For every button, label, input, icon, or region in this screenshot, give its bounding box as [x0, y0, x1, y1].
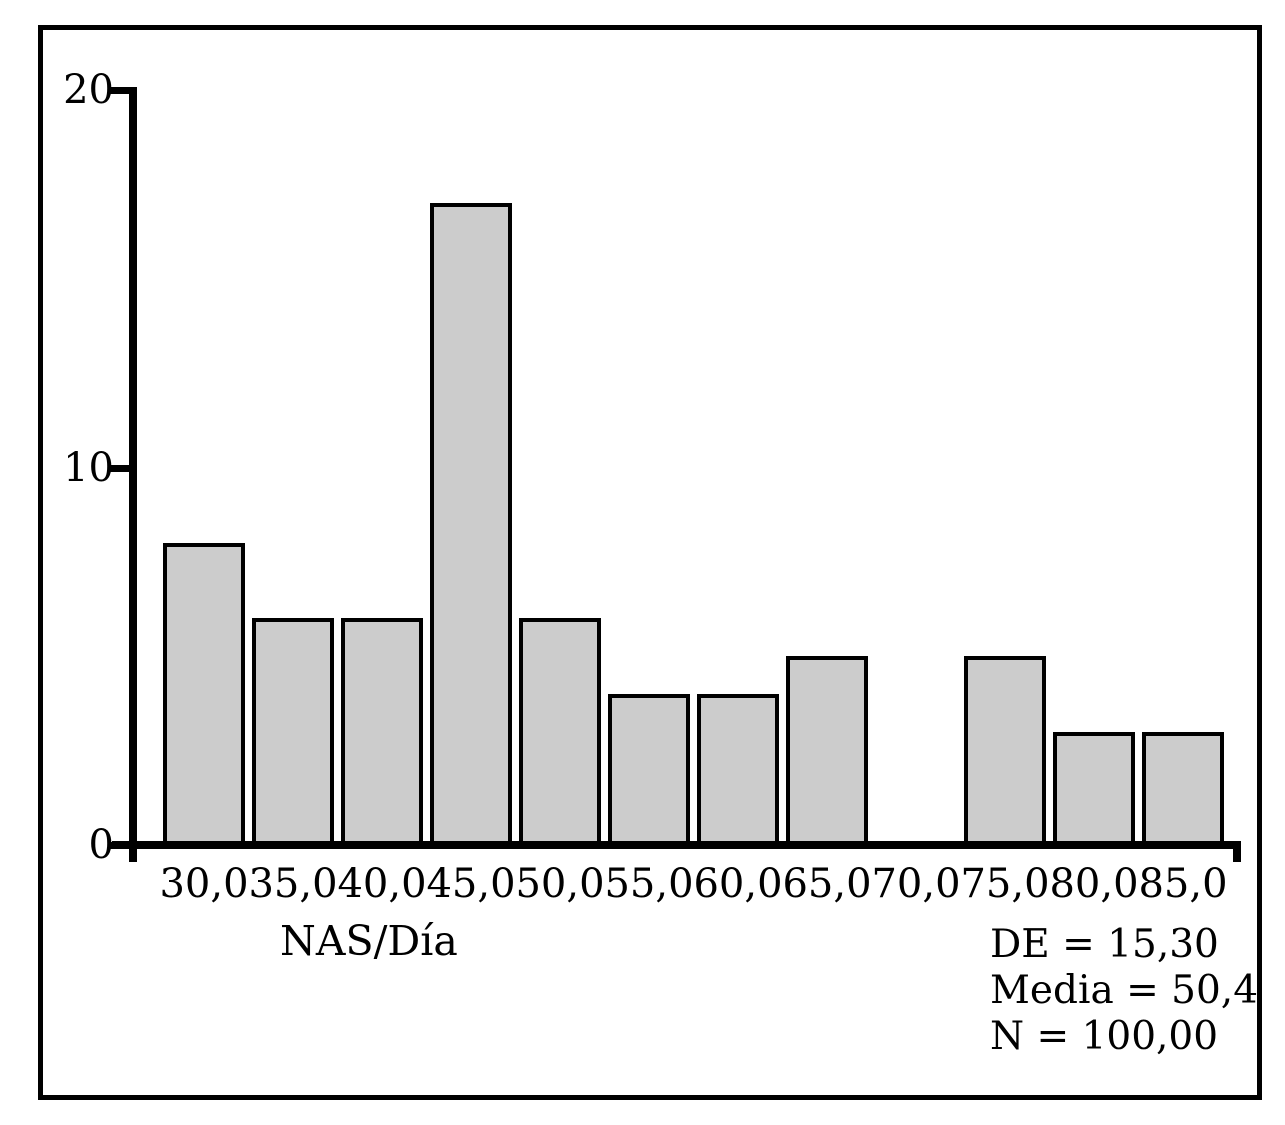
histogram-bar — [1053, 732, 1135, 845]
histogram-bar — [1142, 732, 1224, 845]
x-tick-label: 70,0 — [871, 861, 961, 907]
x-tick-label: 45,0 — [426, 861, 516, 907]
x-tick-label: 65,0 — [782, 861, 872, 907]
stat-n: N = 100,00 — [990, 1014, 1219, 1059]
y-tick-label: 0 — [88, 822, 114, 868]
x-tick-label: 80,0 — [1049, 861, 1139, 907]
y-tick — [110, 842, 134, 849]
figure-border — [38, 25, 1262, 1100]
x-tick-label: 85,0 — [1138, 861, 1228, 907]
x-tick-label: 40,0 — [337, 861, 427, 907]
x-tick-label: 30,0 — [159, 861, 249, 907]
y-tick — [110, 87, 134, 94]
stat-standard-deviation: DE = 15,30 — [990, 922, 1219, 967]
x-tick-label: 35,0 — [248, 861, 338, 907]
histogram-bar — [697, 694, 779, 845]
y-tick-label: 10 — [63, 445, 114, 491]
histogram-bar — [163, 543, 245, 845]
x-tick-label: 55,0 — [604, 861, 694, 907]
y-axis-line — [129, 87, 137, 862]
stat-mean: Media = 50,4 — [990, 968, 1259, 1013]
x-axis-end-tick — [1233, 841, 1241, 862]
histogram-bar — [608, 694, 690, 845]
x-tick-label: 60,0 — [693, 861, 783, 907]
x-tick-label: 50,0 — [515, 861, 605, 907]
y-tick — [110, 465, 134, 472]
histogram-bar — [430, 203, 512, 845]
stats-block: DE = 15,30 Media = 50,4 N = 100,00 — [990, 922, 1258, 1060]
histogram-bar — [519, 618, 601, 845]
x-axis-line — [112, 841, 1241, 849]
histogram-bar — [786, 656, 868, 845]
y-tick-label: 20 — [63, 67, 114, 113]
x-axis-title: NAS/Día — [280, 917, 458, 965]
histogram-bar — [964, 656, 1046, 845]
histogram-bar — [252, 618, 334, 845]
x-tick-label: 75,0 — [960, 861, 1050, 907]
histogram-bar — [341, 618, 423, 845]
